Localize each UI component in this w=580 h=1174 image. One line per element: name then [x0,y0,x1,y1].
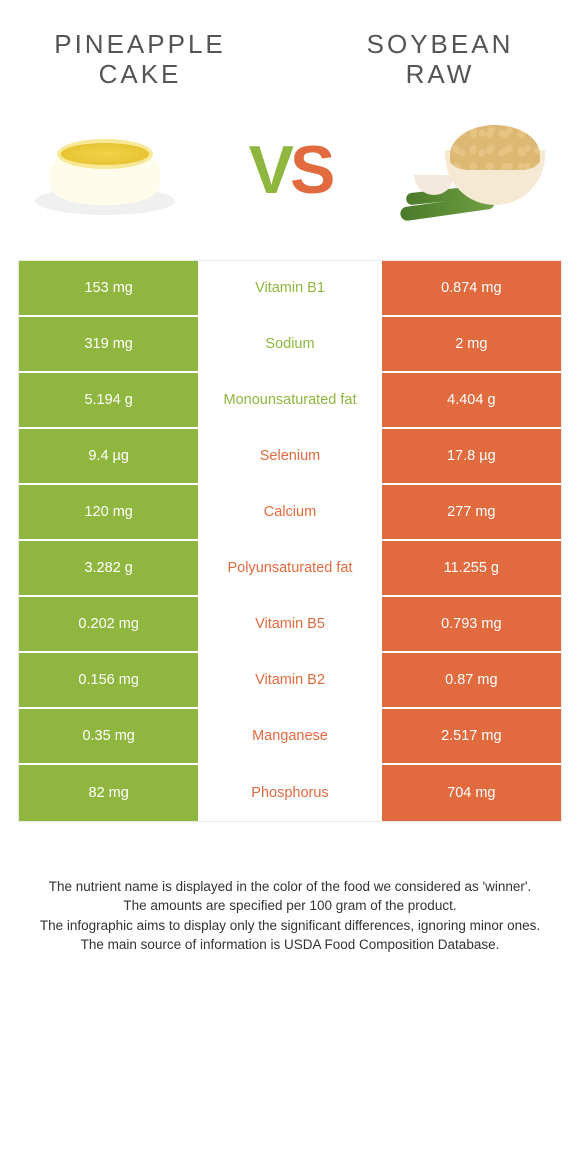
right-value: 4.404 g [380,373,561,427]
nutrient-label: Selenium [200,429,379,483]
nutrition-table: 153 mgVitamin B10.874 mg319 mgSodium2 mg… [18,260,562,822]
footer-line: The nutrient name is displayed in the co… [30,877,550,897]
table-row: 0.202 mgVitamin B50.793 mg [19,597,561,653]
nutrient-label: Vitamin B1 [200,261,379,315]
table-row: 3.282 gPolyunsaturated fat11.255 g [19,541,561,597]
nutrient-label: Polyunsaturated fat [200,541,379,595]
table-row: 5.194 gMonounsaturated fat4.404 g [19,373,561,429]
right-value: 2 mg [380,317,561,371]
table-row: 319 mgSodium2 mg [19,317,561,373]
nutrient-label: Manganese [200,709,379,763]
footer-line: The amounts are specified per 100 gram o… [30,896,550,916]
vs-label: VS [249,131,332,209]
left-value: 120 mg [19,485,200,539]
right-value: 2.517 mg [380,709,561,763]
table-row: 153 mgVitamin B10.874 mg [19,261,561,317]
left-value: 153 mg [19,261,200,315]
images-row: VS [0,100,580,250]
footer-line: The main source of information is USDA F… [30,935,550,955]
vs-s-letter: S [290,132,331,208]
right-value: 0.793 mg [380,597,561,651]
nutrient-label: Calcium [200,485,379,539]
table-row: 82 mgPhosphorus704 mg [19,765,561,821]
right-value: 17.8 µg [380,429,561,483]
table-row: 120 mgCalcium277 mg [19,485,561,541]
left-value: 0.202 mg [19,597,200,651]
nutrient-label: Vitamin B5 [200,597,379,651]
right-food-title: SOYBEANRAW [330,30,550,90]
left-value: 0.35 mg [19,709,200,763]
vs-v-letter: V [249,132,290,208]
left-food-title: PINEAPPLECAKE [30,30,250,90]
right-value: 0.87 mg [380,653,561,707]
left-value: 0.156 mg [19,653,200,707]
nutrient-label: Phosphorus [200,765,379,821]
table-row: 0.35 mgManganese2.517 mg [19,709,561,765]
footer-notes: The nutrient name is displayed in the co… [0,822,580,955]
nutrient-label: Sodium [200,317,379,371]
table-row: 0.156 mgVitamin B20.87 mg [19,653,561,709]
left-value: 9.4 µg [19,429,200,483]
left-value: 5.194 g [19,373,200,427]
left-value: 82 mg [19,765,200,821]
right-value: 11.255 g [380,541,561,595]
footer-line: The infographic aims to display only the… [30,916,550,936]
left-value: 319 mg [19,317,200,371]
soybean-image [395,110,555,230]
header: PINEAPPLECAKE SOYBEANRAW [0,0,580,100]
right-value: 277 mg [380,485,561,539]
table-row: 9.4 µgSelenium17.8 µg [19,429,561,485]
nutrient-label: Vitamin B2 [200,653,379,707]
pineapple-cake-image [25,110,185,230]
left-value: 3.282 g [19,541,200,595]
right-value: 704 mg [380,765,561,821]
nutrient-label: Monounsaturated fat [200,373,379,427]
right-value: 0.874 mg [380,261,561,315]
